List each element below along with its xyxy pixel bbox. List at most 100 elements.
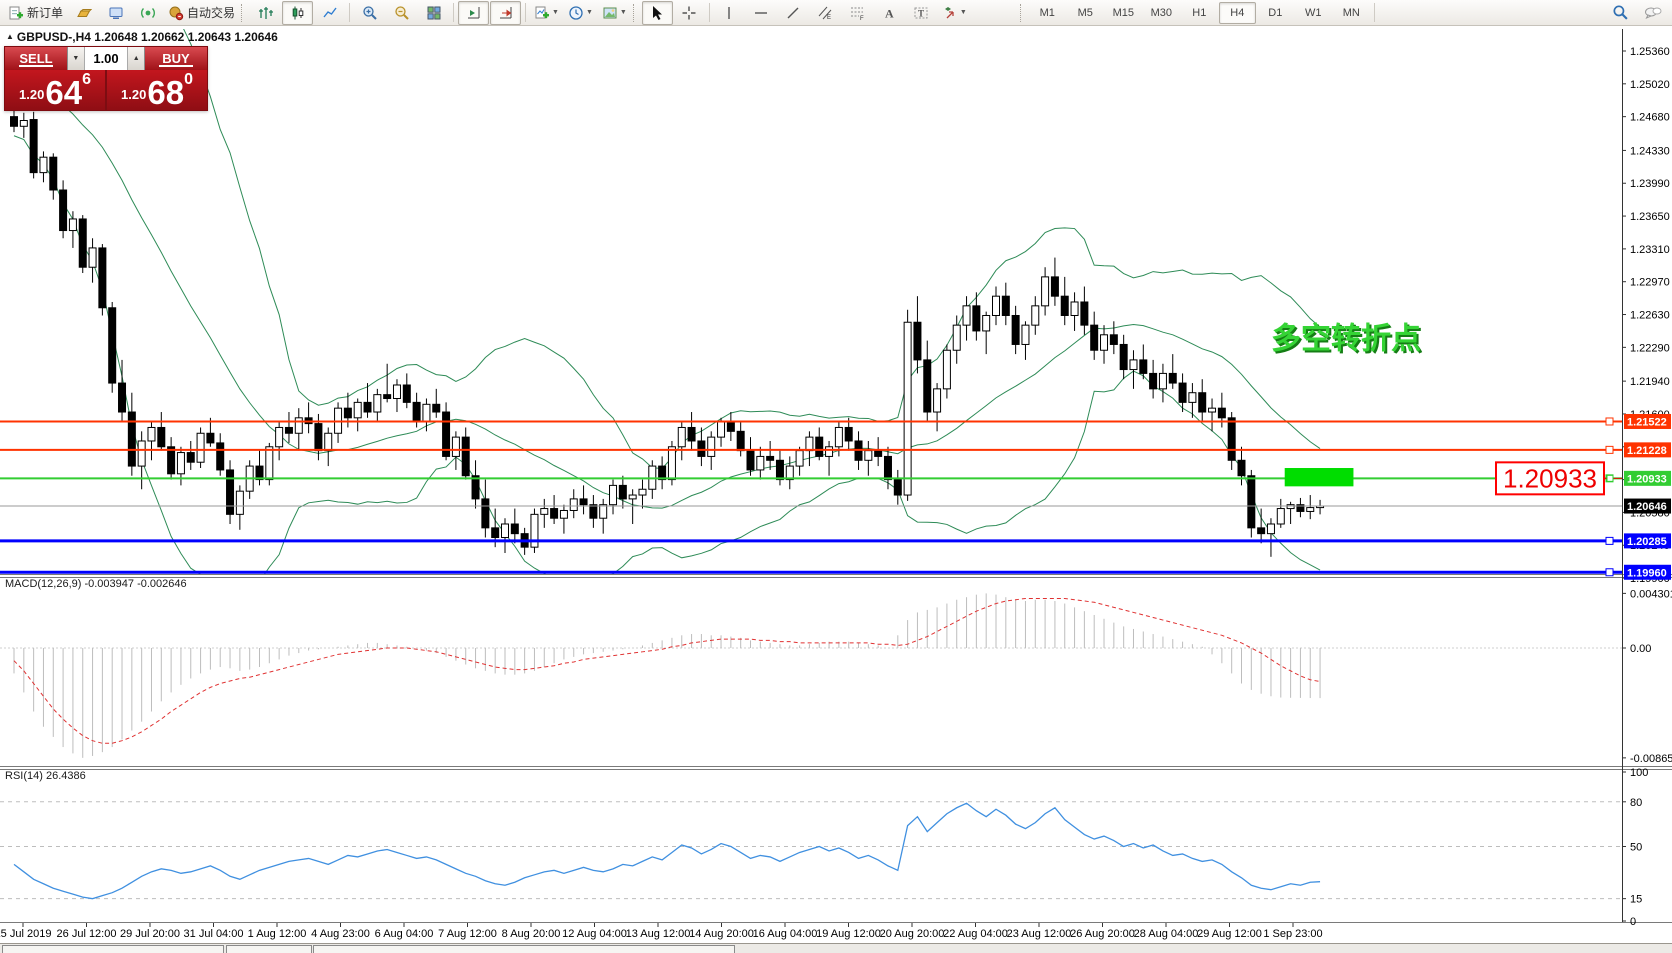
- zoom-out-button[interactable]: [386, 1, 417, 25]
- timeframe-d1-button[interactable]: D1: [1268, 6, 1283, 19]
- time-axis[interactable]: 25 Jul 2019 26 Jul 12:00 29 Jul 20:00 31 Ju…: [0, 923, 1323, 940]
- annotation-text[interactable]: 多空转折点: [1271, 322, 1421, 355]
- gold-ingot-icon: [76, 8, 92, 17]
- main-pane[interactable]: [10, 27, 1325, 592]
- highlight-box[interactable]: [1284, 468, 1354, 487]
- time-tick-label: 7 Aug 12:00: [438, 928, 497, 940]
- buy-button[interactable]: BUY: [145, 47, 207, 70]
- new-order-icon: [9, 6, 23, 19]
- annotation-text-shadow: 多空转折点: [1273, 324, 1423, 357]
- line-chart-button[interactable]: [314, 1, 345, 25]
- callout-box[interactable]: [1495, 461, 1605, 496]
- autotrade-icon: [169, 6, 184, 20]
- price-tick-label: 1.23990: [1630, 178, 1670, 190]
- line-handle[interactable]: [1605, 417, 1614, 426]
- timeframe-h1-button[interactable]: H1: [1192, 6, 1207, 19]
- timeframe-w1-button[interactable]: W1: [1305, 6, 1322, 19]
- toolbar-grip: [241, 3, 246, 22]
- price-tick-label: 1.25020: [1630, 79, 1670, 91]
- auto-scroll-icon: [499, 6, 512, 18]
- sell-price-display[interactable]: 1.20 64 6: [19, 71, 91, 111]
- bars-chart-icon: [258, 6, 273, 19]
- dropdown-caret-icon: ▼: [959, 9, 967, 16]
- rsi-tick-label: 0: [1630, 916, 1636, 928]
- autotrade-button[interactable]: 自动交易: [164, 1, 239, 25]
- time-tick-label: 26 Aug 20:00: [1070, 928, 1135, 940]
- community-chat-button[interactable]: [1637, 1, 1668, 25]
- timeframe-mn-button[interactable]: MN: [1342, 6, 1360, 19]
- cursor-button[interactable]: [641, 0, 673, 25]
- tile-windows-button[interactable]: [418, 1, 449, 25]
- callout-text: 1.20933: [1503, 463, 1597, 493]
- svg-text:E: E: [827, 15, 831, 21]
- candlestick-chart-button[interactable]: [282, 0, 314, 25]
- price-tick-label: 1.22290: [1630, 342, 1670, 354]
- fibonacci-button[interactable]: F: [842, 1, 873, 25]
- trendline-button[interactable]: [778, 1, 809, 25]
- chart-shift-icon: [467, 6, 480, 18]
- callout-anchor[interactable]: [1606, 474, 1614, 482]
- terminal-button[interactable]: [100, 1, 131, 25]
- zoom-out-icon: [394, 5, 409, 20]
- timeframe-m5-button[interactable]: M5: [1077, 6, 1093, 19]
- auto-scroll-button[interactable]: [490, 0, 522, 25]
- macd-signal-line: [13, 597, 1321, 744]
- time-tick-label: 4 Aug 23:00: [311, 928, 370, 940]
- price-badge: [1624, 533, 1671, 549]
- new-order-button[interactable]: 新订单: [4, 1, 67, 25]
- chart-shift-button[interactable]: [458, 0, 490, 25]
- toolbar-grip: [1019, 3, 1025, 22]
- chart-tabs-bar[interactable]: [0, 943, 1672, 953]
- line-handle[interactable]: [1605, 536, 1614, 545]
- line-handle[interactable]: [1605, 445, 1614, 454]
- timeframe-m30-button[interactable]: M30: [1150, 6, 1172, 19]
- sell-button[interactable]: SELL: [5, 47, 67, 70]
- search-button[interactable]: [1605, 1, 1636, 25]
- volume-input[interactable]: [84, 47, 128, 70]
- time-tick-label: 19 Aug 12:00: [816, 928, 881, 940]
- horizontal-line-icon: [755, 11, 768, 14]
- macd-tick-label: 0.00: [1630, 643, 1651, 655]
- time-tick-label: 31 Jul 04:00: [184, 928, 244, 940]
- chart-tab[interactable]: [313, 945, 735, 953]
- crosshair-button[interactable]: [674, 1, 705, 25]
- text-label-button[interactable]: T: [906, 1, 937, 25]
- zoom-in-button[interactable]: [354, 1, 385, 25]
- timeframe-m15-button[interactable]: M15: [1112, 6, 1134, 19]
- arrows-button[interactable]: ▼: [938, 1, 971, 25]
- horizontal-line-button[interactable]: [746, 1, 777, 25]
- indicators-button[interactable]: ▼: [530, 1, 563, 25]
- templates-button[interactable]: ▼: [598, 1, 631, 25]
- time-tick-label: 13 Aug 12:00: [626, 928, 691, 940]
- volume-decrease-button[interactable]: ▼: [68, 47, 85, 70]
- price-axis[interactable]: 1.25360 1.25020 1.24680 1.24330 1.23990 1.236…: [1622, 46, 1672, 928]
- volume-stepper: ▼ ▲: [67, 47, 145, 70]
- time-tick-label: 26 Jul 12:00: [57, 928, 117, 940]
- vertical-line-button[interactable]: [714, 1, 745, 25]
- svg-text:T: T: [918, 8, 924, 18]
- price-tick-label: 1.24330: [1630, 145, 1670, 157]
- signals-button[interactable]: [132, 1, 163, 25]
- text-button[interactable]: A: [874, 1, 905, 25]
- price-badge-label: 1.21522: [1627, 416, 1667, 428]
- collapse-triangle-icon[interactable]: ▲: [6, 32, 14, 41]
- gold-button[interactable]: [68, 1, 99, 25]
- volume-increase-button[interactable]: ▲: [127, 47, 144, 70]
- buy-price-display[interactable]: 1.20 68 0: [121, 71, 193, 111]
- chart-canvas[interactable]: 多空转折点多空转折点1.209331.253601.250201.246801.…: [0, 27, 1672, 953]
- periods-button[interactable]: ▼: [564, 1, 597, 25]
- timeframe-m1-button[interactable]: M1: [1039, 6, 1055, 19]
- chart-tab[interactable]: [2, 945, 224, 953]
- equidistant-channel-button[interactable]: E: [810, 1, 841, 25]
- time-tick-label: 16 Aug 04:00: [753, 928, 818, 940]
- svg-text:F: F: [860, 16, 864, 21]
- bars-chart-button[interactable]: [250, 1, 281, 25]
- indicators-icon: [535, 6, 550, 18]
- chart-tab[interactable]: [226, 945, 312, 953]
- line-handle[interactable]: [1605, 568, 1614, 577]
- toolbar-grip: [632, 3, 638, 22]
- timeframe-h4-button[interactable]: H4: [1218, 1, 1256, 24]
- rsi-tick-label: 80: [1630, 797, 1642, 809]
